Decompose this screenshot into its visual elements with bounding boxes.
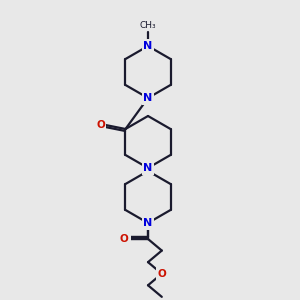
Text: O: O <box>158 269 166 279</box>
Text: N: N <box>143 218 153 228</box>
Text: O: O <box>121 232 129 242</box>
Text: N: N <box>143 93 153 103</box>
Text: CH₃: CH₃ <box>140 21 156 30</box>
Text: O: O <box>120 234 128 244</box>
Text: O: O <box>96 120 105 130</box>
Text: N: N <box>143 41 153 51</box>
Text: N: N <box>143 163 153 173</box>
